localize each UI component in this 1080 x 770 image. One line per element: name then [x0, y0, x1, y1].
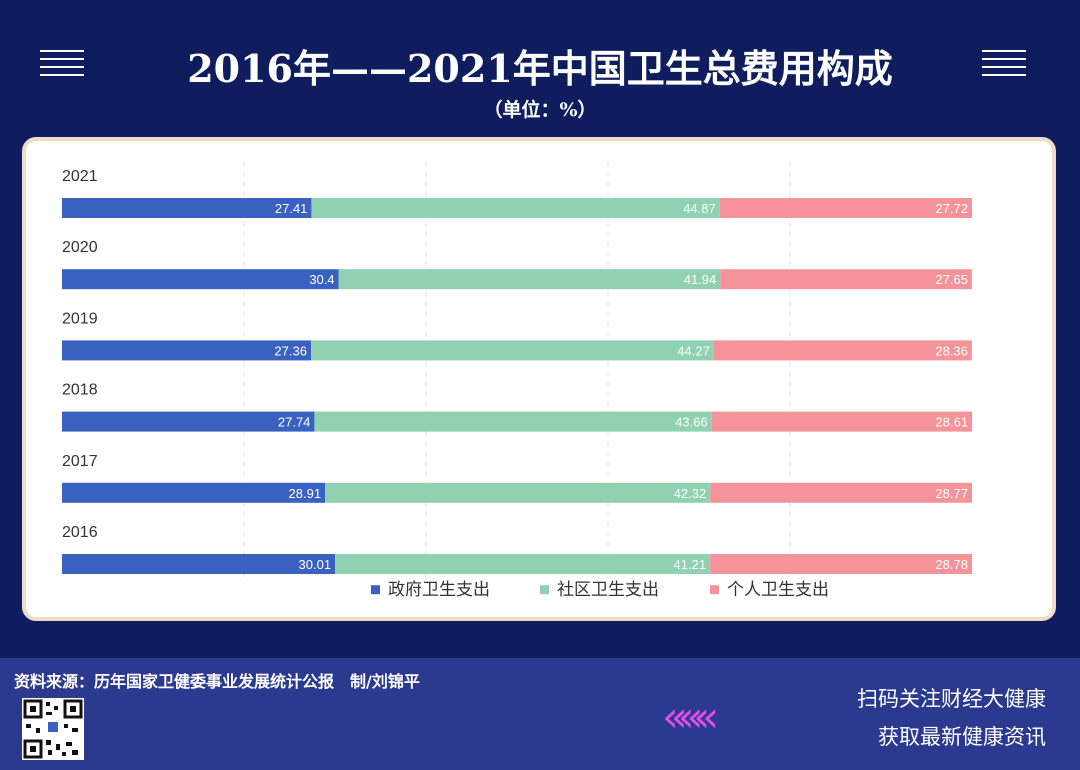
data-label: 27.65	[935, 272, 968, 287]
bar-segment	[62, 198, 312, 218]
data-label: 30.4	[309, 272, 334, 287]
bar-segment	[713, 340, 972, 361]
data-label: 44.87	[683, 201, 716, 216]
chart-title: 2016年——2021年中国卫生总费用构成	[187, 46, 893, 91]
legend-swatch	[710, 585, 719, 595]
data-label: 42.32	[674, 486, 707, 501]
chart-card: 2021 27.41 44.87 27.72 2020 30.4 41.94 27.65 201…	[22, 137, 1056, 621]
data-label: 28.36	[935, 343, 968, 358]
bar-segment	[310, 340, 714, 361]
legend-swatch	[371, 585, 380, 595]
stacked-bar-chart: 2021 27.41 44.87 27.72 2020 30.4 41.94 27.65 201…	[62, 161, 973, 600]
bar-segment	[711, 411, 973, 432]
bar-segment	[335, 554, 711, 574]
follow-text-line1: 扫码关注财经大健康	[857, 687, 1046, 711]
data-label: 27.41	[275, 201, 308, 216]
menu-lines-icon-right	[982, 50, 1026, 84]
category-label: 2018	[62, 382, 98, 399]
data-label: 41.94	[684, 272, 717, 287]
bar-segment	[62, 554, 336, 574]
data-label: 28.77	[935, 486, 968, 501]
bar-segment	[311, 198, 720, 218]
legend-label: 社区卫生支出	[557, 580, 659, 600]
data-label: 27.36	[274, 343, 307, 358]
data-source: 资料来源：历年国家卫健委事业发展统计公报 制/刘锦平	[14, 672, 420, 691]
follow-text-line2: 获取最新健康资讯	[878, 725, 1046, 749]
qr-code-icon[interactable]	[22, 698, 84, 760]
bar-segment	[710, 554, 972, 574]
data-label: 28.78	[935, 557, 968, 572]
category-label: 2020	[62, 239, 98, 256]
bar-segment	[325, 482, 711, 503]
bar-segment	[62, 482, 326, 503]
data-label: 28.91	[289, 486, 322, 501]
bar-segment	[719, 198, 972, 218]
data-label: 27.72	[935, 201, 968, 216]
data-label: 41.21	[674, 557, 707, 572]
data-label: 30.01	[299, 557, 332, 572]
bar-segment	[314, 411, 712, 432]
bar-segment	[62, 411, 315, 432]
bar-segment	[62, 269, 339, 290]
menu-lines-icon-left	[40, 50, 84, 84]
data-label: 27.74	[278, 415, 311, 430]
category-label: 2021	[62, 168, 98, 185]
data-label: 44.27	[677, 343, 710, 358]
category-label: 2016	[62, 524, 98, 541]
legend-label: 个人卫生支出	[727, 580, 829, 600]
bar-segment	[62, 340, 311, 361]
footer-bar	[0, 658, 1080, 770]
chart-unit: （单位：%）	[483, 99, 597, 121]
bar-segment	[720, 269, 972, 290]
category-label: 2017	[62, 453, 98, 470]
category-label: 2019	[62, 310, 98, 327]
legend-swatch	[540, 585, 549, 595]
data-label: 43.66	[675, 415, 708, 430]
bar-segment	[710, 482, 972, 503]
chevron-left-icon: «««	[662, 692, 719, 741]
bar-segment	[338, 269, 721, 290]
data-label: 28.61	[936, 415, 969, 430]
legend-label: 政府卫生支出	[388, 580, 490, 600]
